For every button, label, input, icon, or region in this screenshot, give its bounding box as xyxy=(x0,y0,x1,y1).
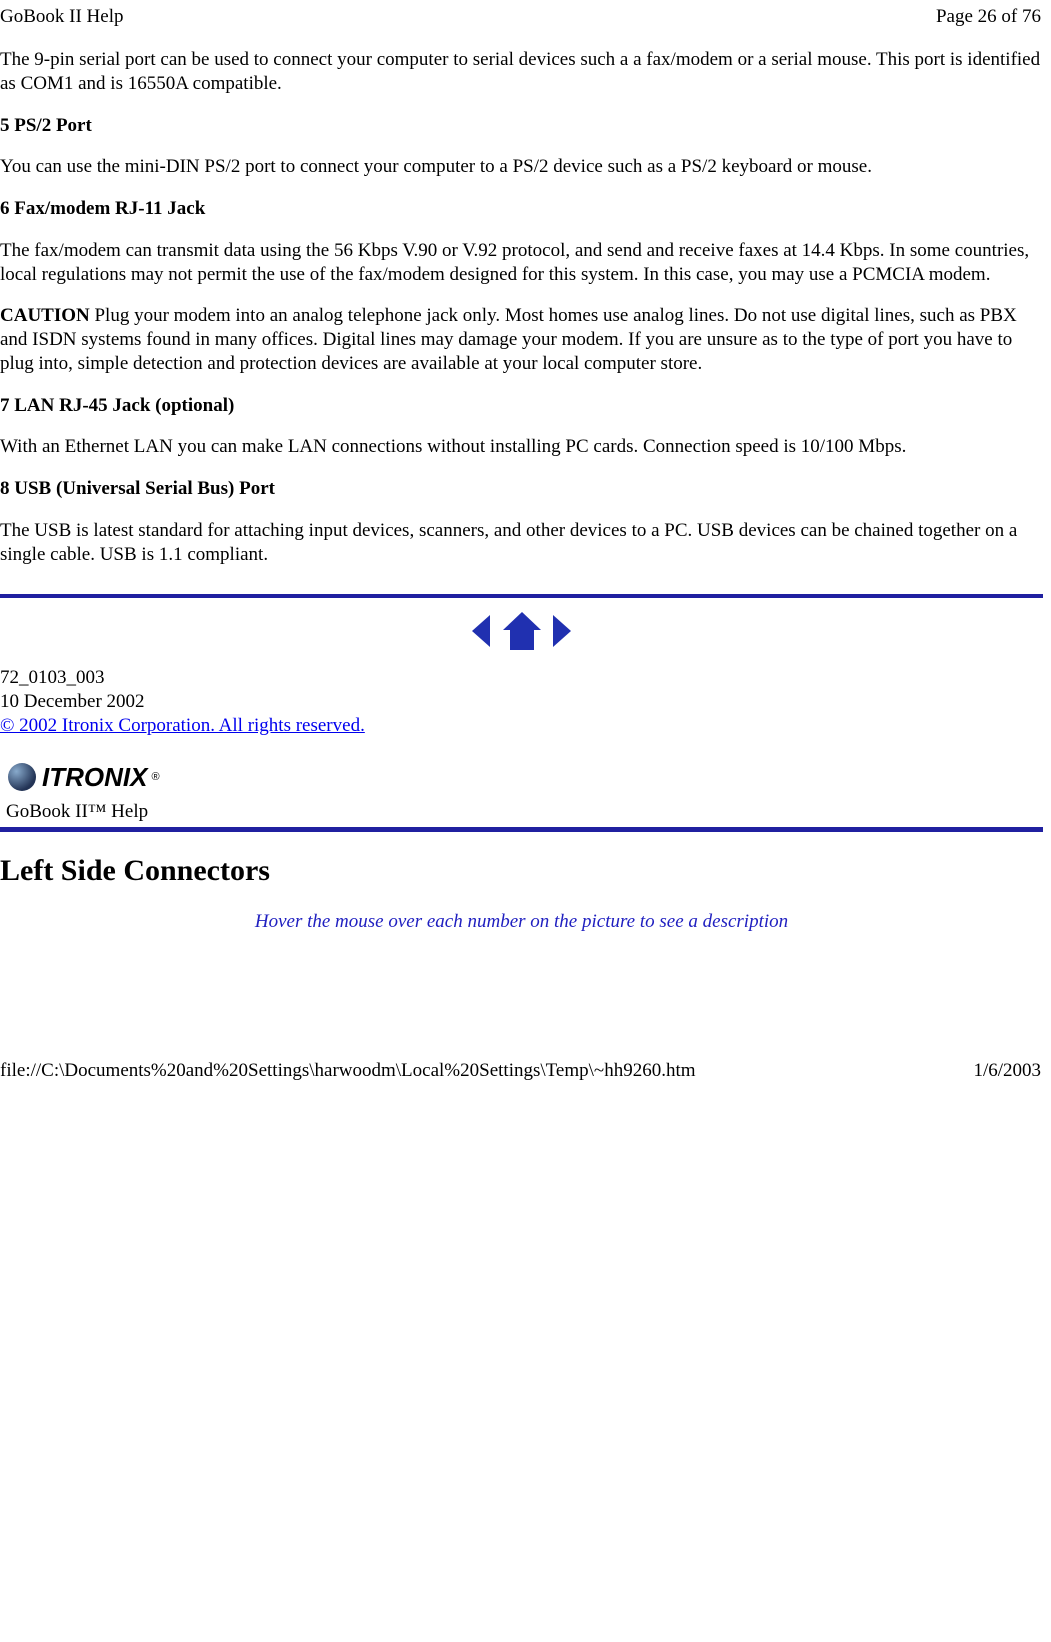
hover-instruction: Hover the mouse over each number on the … xyxy=(0,910,1043,934)
nav-home-icon[interactable] xyxy=(503,612,541,650)
brand-divider xyxy=(0,827,1043,832)
header-title: GoBook II Help xyxy=(0,6,123,28)
section-7-heading: 7 LAN RJ-45 Jack (optional) xyxy=(0,394,1043,418)
brand-block: ITRONIX ® GoBook II™ Help xyxy=(0,758,1043,824)
section-5-text: You can use the mini-DIN PS/2 port to co… xyxy=(0,155,1043,179)
section-5-heading: 5 PS/2 Port xyxy=(0,114,1043,138)
section-7-text: With an Ethernet LAN you can make LAN co… xyxy=(0,435,1043,459)
section-6-heading: 6 Fax/modem RJ-11 Jack xyxy=(0,197,1043,221)
caution-label: CAUTION xyxy=(0,305,90,326)
doc-id: 72_0103_003 xyxy=(0,666,1043,690)
section-8-heading: 8 USB (Universal Serial Bus) Port xyxy=(0,477,1043,501)
itronix-logo-text: ITRONIX xyxy=(42,762,147,793)
nav-icons-row xyxy=(0,612,1043,650)
serial-port-paragraph: The 9-pin serial port can be used to con… xyxy=(0,48,1043,96)
section-divider xyxy=(0,594,1043,598)
left-side-heading: Left Side Connectors xyxy=(0,854,1043,888)
section-8-text: The USB is latest standard for attaching… xyxy=(0,519,1043,567)
header-page-info: Page 26 of 76 xyxy=(936,6,1041,28)
nav-next-icon[interactable] xyxy=(553,615,571,647)
footer-path: file://C:\Documents%20and%20Settings\har… xyxy=(0,1060,696,1082)
footer-date: 1/6/2003 xyxy=(973,1060,1041,1082)
caution-text: Plug your modem into an analog telephone… xyxy=(0,305,1017,374)
registered-mark: ® xyxy=(151,771,159,783)
globe-icon xyxy=(8,763,36,791)
doc-date: 10 December 2002 xyxy=(0,690,1043,714)
caution-paragraph: CAUTION Plug your modem into an analog t… xyxy=(0,304,1043,375)
copyright-link[interactable]: © 2002 Itronix Corporation. All rights r… xyxy=(0,715,365,736)
itronix-logo: ITRONIX ® xyxy=(0,758,168,797)
help-label: GoBook II™ Help xyxy=(6,801,1043,823)
nav-prev-icon[interactable] xyxy=(472,615,490,647)
section-6-text: The fax/modem can transmit data using th… xyxy=(0,239,1043,287)
